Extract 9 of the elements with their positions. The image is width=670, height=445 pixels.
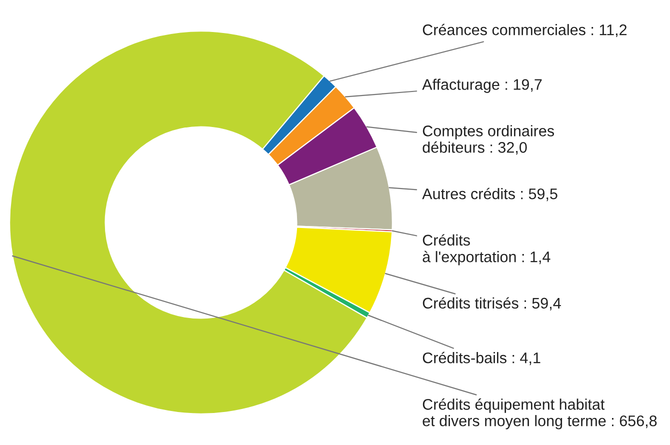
donut-slice (9, 30, 368, 414)
slice-label: Autres crédits : 59,5 (422, 188, 558, 202)
slice-label: Crédits à l'exportation : 1,4 (422, 234, 550, 266)
slice-label: Crédits titrisés : 59,4 (422, 297, 561, 310)
slice-label: Affacturage : 19,7 (422, 78, 542, 93)
slice-label: Créances commerciales : 11,2 (422, 24, 627, 38)
slice-label: Comptes ordinaires débiteurs : 32,0 (422, 125, 554, 155)
slice-label: Crédits-bails : 4,1 (422, 352, 540, 366)
slice-label: Crédits équipement habitat et divers moyen long terme : 656,8 (422, 398, 657, 430)
